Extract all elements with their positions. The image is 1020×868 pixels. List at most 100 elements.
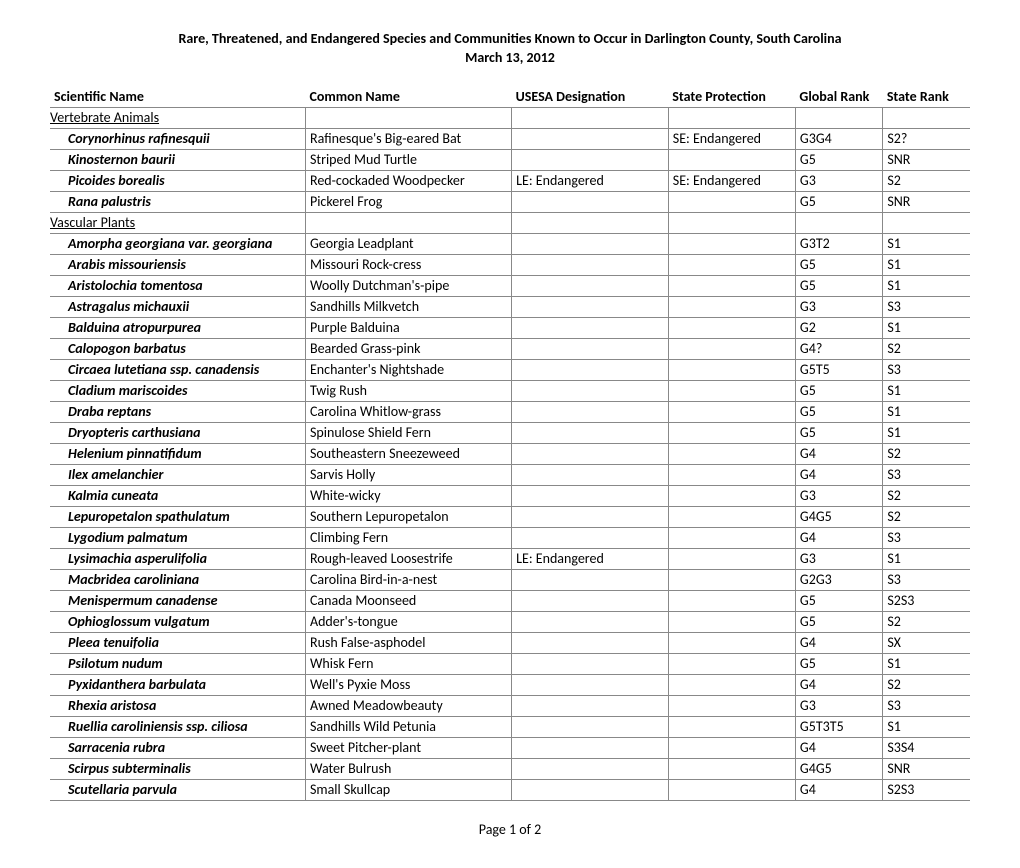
cell-global-rank: G4 [795, 780, 882, 801]
table-row: Lepuropetalon spathulatumSouthern Lepuro… [50, 507, 970, 528]
cell-common-name: Sweet Pitcher-plant [305, 738, 511, 759]
cell-scientific-name: Macbridea caroliniana [50, 570, 305, 591]
cell-global-rank: G3 [795, 696, 882, 717]
cell-common-name: Adder's-tongue [305, 612, 511, 633]
cell-global-rank: G5 [795, 192, 882, 213]
cell-scientific-name: Lysimachia asperulifolia [50, 549, 305, 570]
cell-usesa [512, 717, 669, 738]
cell-scientific-name: Kinosternon baurii [50, 150, 305, 171]
cell-global-rank: G5 [795, 255, 882, 276]
cell-usesa [512, 255, 669, 276]
cell-scientific-name: Menispermum canadense [50, 591, 305, 612]
cell-global-rank: G4 [795, 465, 882, 486]
cell-scientific-name: Dryopteris carthusiana [50, 423, 305, 444]
table-row: Pyxidanthera barbulataWell's Pyxie MossG… [50, 675, 970, 696]
cell-scientific-name: Helenium pinnatifidum [50, 444, 305, 465]
cell-state-protection [668, 612, 795, 633]
cell-scientific-name: Astragalus michauxii [50, 297, 305, 318]
table-row: Pleea tenuifoliaRush False-asphodelG4SX [50, 633, 970, 654]
table-row: Lysimachia asperulifoliaRough-leaved Loo… [50, 549, 970, 570]
cell-state-rank: S2S3 [883, 780, 970, 801]
table-row: Rhexia aristosaAwned MeadowbeautyG3S3 [50, 696, 970, 717]
cell-global-rank: G4G5 [795, 507, 882, 528]
cell-scientific-name: Pyxidanthera barbulata [50, 675, 305, 696]
cell-state-rank: S2 [883, 612, 970, 633]
table-row: Cladium mariscoidesTwig RushG5S1 [50, 381, 970, 402]
cell-state-protection [668, 717, 795, 738]
cell-common-name: Spinulose Shield Fern [305, 423, 511, 444]
cell-state-protection [668, 528, 795, 549]
section-empty-cell [883, 213, 970, 234]
cell-state-protection [668, 423, 795, 444]
cell-state-rank: S2 [883, 507, 970, 528]
header-row: Scientific Name Common Name USESA Design… [50, 86, 970, 108]
cell-common-name: Red-cockaded Woodpecker [305, 171, 511, 192]
cell-usesa [512, 738, 669, 759]
cell-usesa [512, 423, 669, 444]
cell-scientific-name: Balduina atropurpurea [50, 318, 305, 339]
table-row: Arabis missouriensisMissouri Rock-cressG… [50, 255, 970, 276]
cell-usesa [512, 486, 669, 507]
cell-usesa [512, 381, 669, 402]
cell-state-protection: SE: Endangered [668, 129, 795, 150]
table-row: Corynorhinus rafinesquiiRafinesque's Big… [50, 129, 970, 150]
section-empty-cell [668, 213, 795, 234]
cell-global-rank: G4 [795, 675, 882, 696]
cell-global-rank: G5 [795, 276, 882, 297]
cell-usesa [512, 129, 669, 150]
cell-state-protection [668, 675, 795, 696]
cell-usesa [512, 276, 669, 297]
cell-state-protection [668, 444, 795, 465]
cell-scientific-name: Aristolochia tomentosa [50, 276, 305, 297]
species-table: Scientific Name Common Name USESA Design… [50, 86, 970, 801]
cell-scientific-name: Ophioglossum vulgatum [50, 612, 305, 633]
cell-common-name: Enchanter's Nightshade [305, 360, 511, 381]
cell-global-rank: G4G5 [795, 759, 882, 780]
cell-global-rank: G4 [795, 738, 882, 759]
cell-state-rank: SX [883, 633, 970, 654]
table-row: Ilex amelanchierSarvis HollyG4S3 [50, 465, 970, 486]
table-row: Scirpus subterminalisWater BulrushG4G5SN… [50, 759, 970, 780]
cell-global-rank: G4? [795, 339, 882, 360]
cell-usesa [512, 780, 669, 801]
cell-global-rank: G5 [795, 423, 882, 444]
section-empty-cell [305, 213, 511, 234]
table-row: Circaea lutetiana ssp. canadensisEnchant… [50, 360, 970, 381]
cell-global-rank: G5 [795, 654, 882, 675]
cell-global-rank: G3 [795, 171, 882, 192]
cell-scientific-name: Psilotum nudum [50, 654, 305, 675]
cell-state-protection [668, 507, 795, 528]
cell-state-protection [668, 255, 795, 276]
table-row: Amorpha georgiana var. georgianaGeorgia … [50, 234, 970, 255]
cell-state-rank: S2 [883, 675, 970, 696]
cell-common-name: Sandhills Milkvetch [305, 297, 511, 318]
cell-scientific-name: Sarracenia rubra [50, 738, 305, 759]
cell-usesa [512, 444, 669, 465]
cell-state-protection [668, 633, 795, 654]
cell-common-name: Awned Meadowbeauty [305, 696, 511, 717]
cell-state-rank: S1 [883, 381, 970, 402]
cell-scientific-name: Corynorhinus rafinesquii [50, 129, 305, 150]
cell-state-protection [668, 192, 795, 213]
section-empty-cell [305, 108, 511, 129]
cell-state-rank: S3S4 [883, 738, 970, 759]
cell-state-rank: S2S3 [883, 591, 970, 612]
cell-usesa [512, 654, 669, 675]
cell-state-rank: S1 [883, 234, 970, 255]
cell-global-rank: G5 [795, 612, 882, 633]
cell-scientific-name: Cladium mariscoides [50, 381, 305, 402]
cell-state-rank: S2? [883, 129, 970, 150]
table-row: Scutellaria parvulaSmall SkullcapG4S2S3 [50, 780, 970, 801]
cell-scientific-name: Arabis missouriensis [50, 255, 305, 276]
cell-usesa [512, 696, 669, 717]
cell-global-rank: G4 [795, 528, 882, 549]
cell-scientific-name: Calopogon barbatus [50, 339, 305, 360]
cell-usesa [512, 570, 669, 591]
col-common-name: Common Name [305, 86, 511, 108]
cell-common-name: White-wicky [305, 486, 511, 507]
cell-usesa [512, 402, 669, 423]
cell-global-rank: G2G3 [795, 570, 882, 591]
cell-common-name: Carolina Bird-in-a-nest [305, 570, 511, 591]
cell-state-protection: SE: Endangered [668, 171, 795, 192]
cell-common-name: Striped Mud Turtle [305, 150, 511, 171]
